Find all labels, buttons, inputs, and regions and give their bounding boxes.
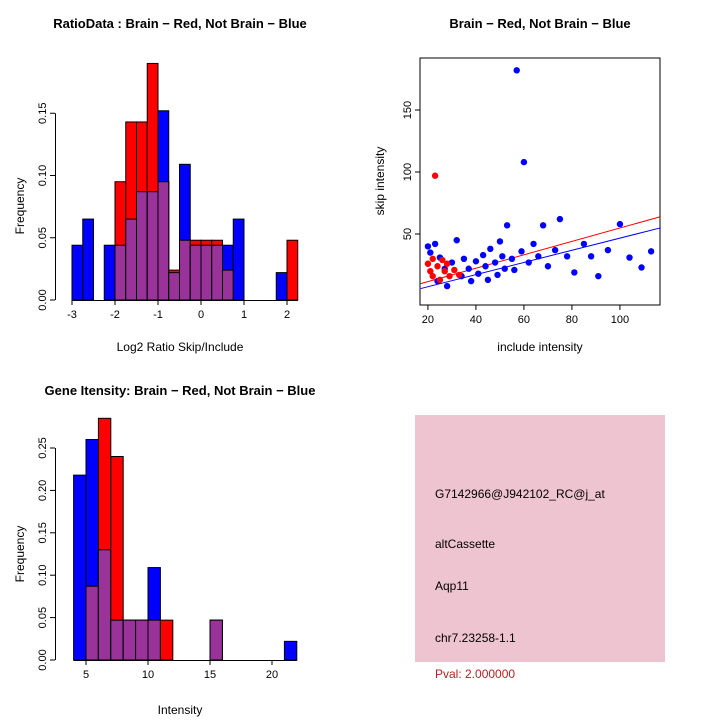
svg-text:40: 40 <box>470 314 482 326</box>
panel-gene-info: G7142966@J942102_RC@j_at altCassette Aqp… <box>360 375 720 720</box>
chromosome-location: chr7.23258-1.1 <box>435 631 516 645</box>
intensity-scatter-title: Brain − Red, Not Brain − Blue <box>449 16 631 31</box>
ratio-histogram-ylabel: Frequency <box>13 177 27 235</box>
panel-intensity-scatter: 20 40 60 80 100 50 100 150 Brain − Red, Not Bra… <box>360 0 720 375</box>
svg-text:50: 50 <box>402 228 414 240</box>
gene-histogram-plot: 5 10 15 20 0.00 0.05 0.10 0.15 0.20 0.25 <box>37 417 298 681</box>
svg-text:15: 15 <box>204 669 216 681</box>
pval-text: Pval: 2.000000 <box>435 667 516 681</box>
gene-histogram-title: Gene Itensity: Brain − Red, Not Brain − … <box>44 383 316 398</box>
panel-gene-histogram: 5 10 15 20 0.00 0.05 0.10 0.15 0.20 0.25 Gene Ite… <box>0 375 360 720</box>
gene-histogram-xlabel: Intensity <box>157 703 203 717</box>
svg-text:0: 0 <box>198 309 204 321</box>
svg-text:-3: -3 <box>67 309 77 321</box>
intensity-scatter-ylabel: skip intensity <box>373 146 387 216</box>
gene-histogram-ylabel: Frequency <box>13 525 27 583</box>
svg-text:5: 5 <box>83 669 89 681</box>
svg-text:150: 150 <box>402 101 414 119</box>
ratio-histogram-plot: -3 -2 -1 0 1 2 0.00 0.05 0.10 0.15 <box>37 62 299 321</box>
gene-symbol: Aqp11 <box>435 579 469 593</box>
svg-text:0.15: 0.15 <box>37 522 49 543</box>
svg-text:2: 2 <box>284 309 290 321</box>
svg-text:100: 100 <box>611 314 629 326</box>
svg-text:60: 60 <box>518 314 530 326</box>
svg-text:20: 20 <box>266 669 278 681</box>
intensity-scatter-plot: 20 40 60 80 100 50 100 150 <box>402 57 661 326</box>
probe-id: G7142966@J942102_RC@j_at <box>435 487 605 501</box>
ratio-histogram-xlabel: Log2 Ratio Skip/Include <box>116 340 244 354</box>
svg-text:0.10: 0.10 <box>37 165 49 186</box>
ratio-histogram-title: RatioData : Brain − Red, Not Brain − Blu… <box>53 16 307 31</box>
svg-text:-2: -2 <box>110 309 120 321</box>
panel-ratio-histogram: -3 -2 -1 0 1 2 0.00 0.05 0.10 0.15 RatioData : Br… <box>0 0 360 375</box>
svg-text:1: 1 <box>241 309 247 321</box>
svg-text:0.10: 0.10 <box>37 564 49 585</box>
svg-text:0.25: 0.25 <box>37 437 49 458</box>
svg-text:0.00: 0.00 <box>37 289 49 310</box>
svg-text:0.00: 0.00 <box>37 649 49 670</box>
svg-text:0.05: 0.05 <box>37 607 49 628</box>
gene-info-box: G7142966@J942102_RC@j_at altCassette Aqp… <box>415 415 665 681</box>
svg-text:20: 20 <box>422 314 434 326</box>
svg-text:0.15: 0.15 <box>37 103 49 124</box>
svg-text:0.20: 0.20 <box>37 480 49 501</box>
svg-text:-1: -1 <box>153 309 163 321</box>
svg-text:0.05: 0.05 <box>37 227 49 248</box>
svg-text:10: 10 <box>142 669 154 681</box>
svg-text:100: 100 <box>402 163 414 181</box>
svg-text:80: 80 <box>566 314 578 326</box>
splice-event-type: altCassette <box>435 537 496 551</box>
intensity-scatter-xlabel: include intensity <box>497 340 583 354</box>
